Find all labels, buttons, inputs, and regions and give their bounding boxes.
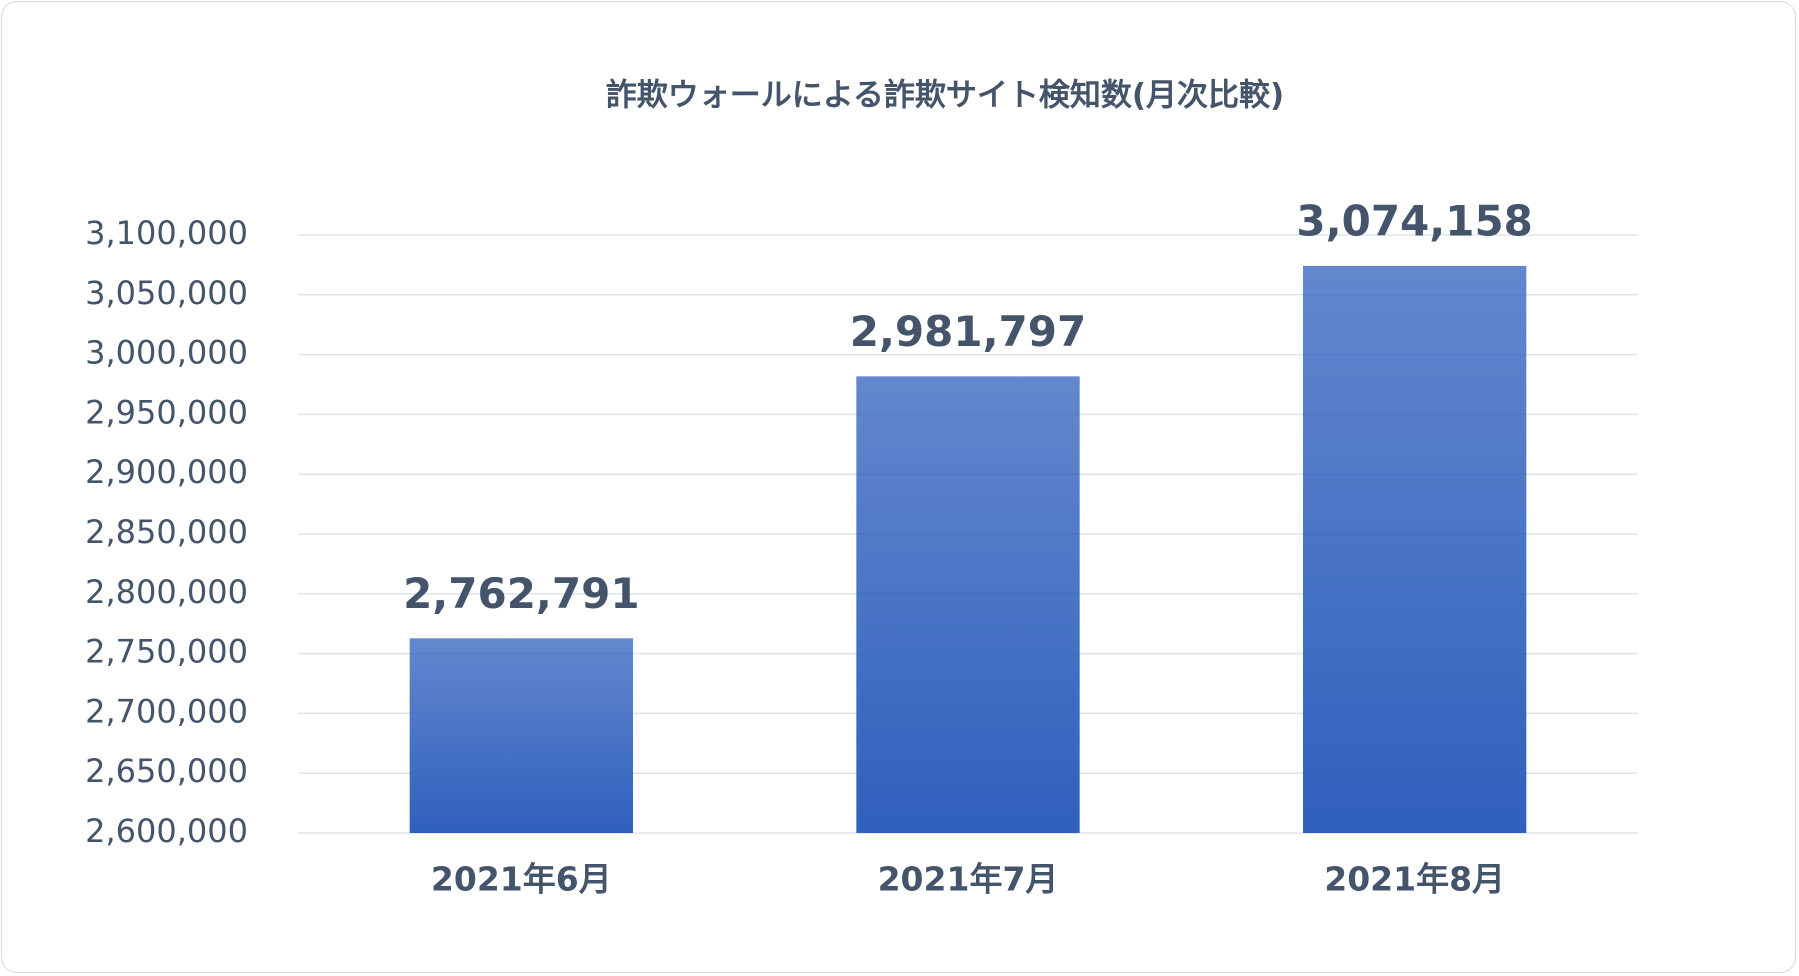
x-tick-label: 2021年6月 <box>431 860 612 899</box>
y-tick-label: 3,100,000 <box>85 214 248 252</box>
value-label: 2,981,797 <box>850 307 1086 356</box>
value-label: 3,074,158 <box>1296 196 1532 245</box>
y-tick-label: 3,000,000 <box>85 334 248 372</box>
y-tick-label: 2,750,000 <box>85 633 248 671</box>
y-tick-label: 2,850,000 <box>85 513 248 551</box>
bar <box>856 376 1080 833</box>
chart-title: 詐欺ウォールによる詐欺サイト検知数(月次比較) <box>606 78 1284 114</box>
y-tick-label: 2,600,000 <box>85 812 248 850</box>
x-tick-label: 2021年7月 <box>878 860 1059 899</box>
y-tick-label: 2,800,000 <box>85 573 248 611</box>
y-tick-label: 2,650,000 <box>85 752 248 790</box>
bar <box>409 638 633 833</box>
bar <box>1303 265 1527 833</box>
y-tick-label: 3,050,000 <box>85 274 248 312</box>
y-tick-label: 2,900,000 <box>85 453 248 491</box>
y-tick-label: 2,950,000 <box>85 393 248 431</box>
y-tick-label: 2,700,000 <box>85 692 248 730</box>
value-label: 2,762,791 <box>403 569 639 618</box>
x-tick-label: 2021年8月 <box>1324 860 1505 899</box>
